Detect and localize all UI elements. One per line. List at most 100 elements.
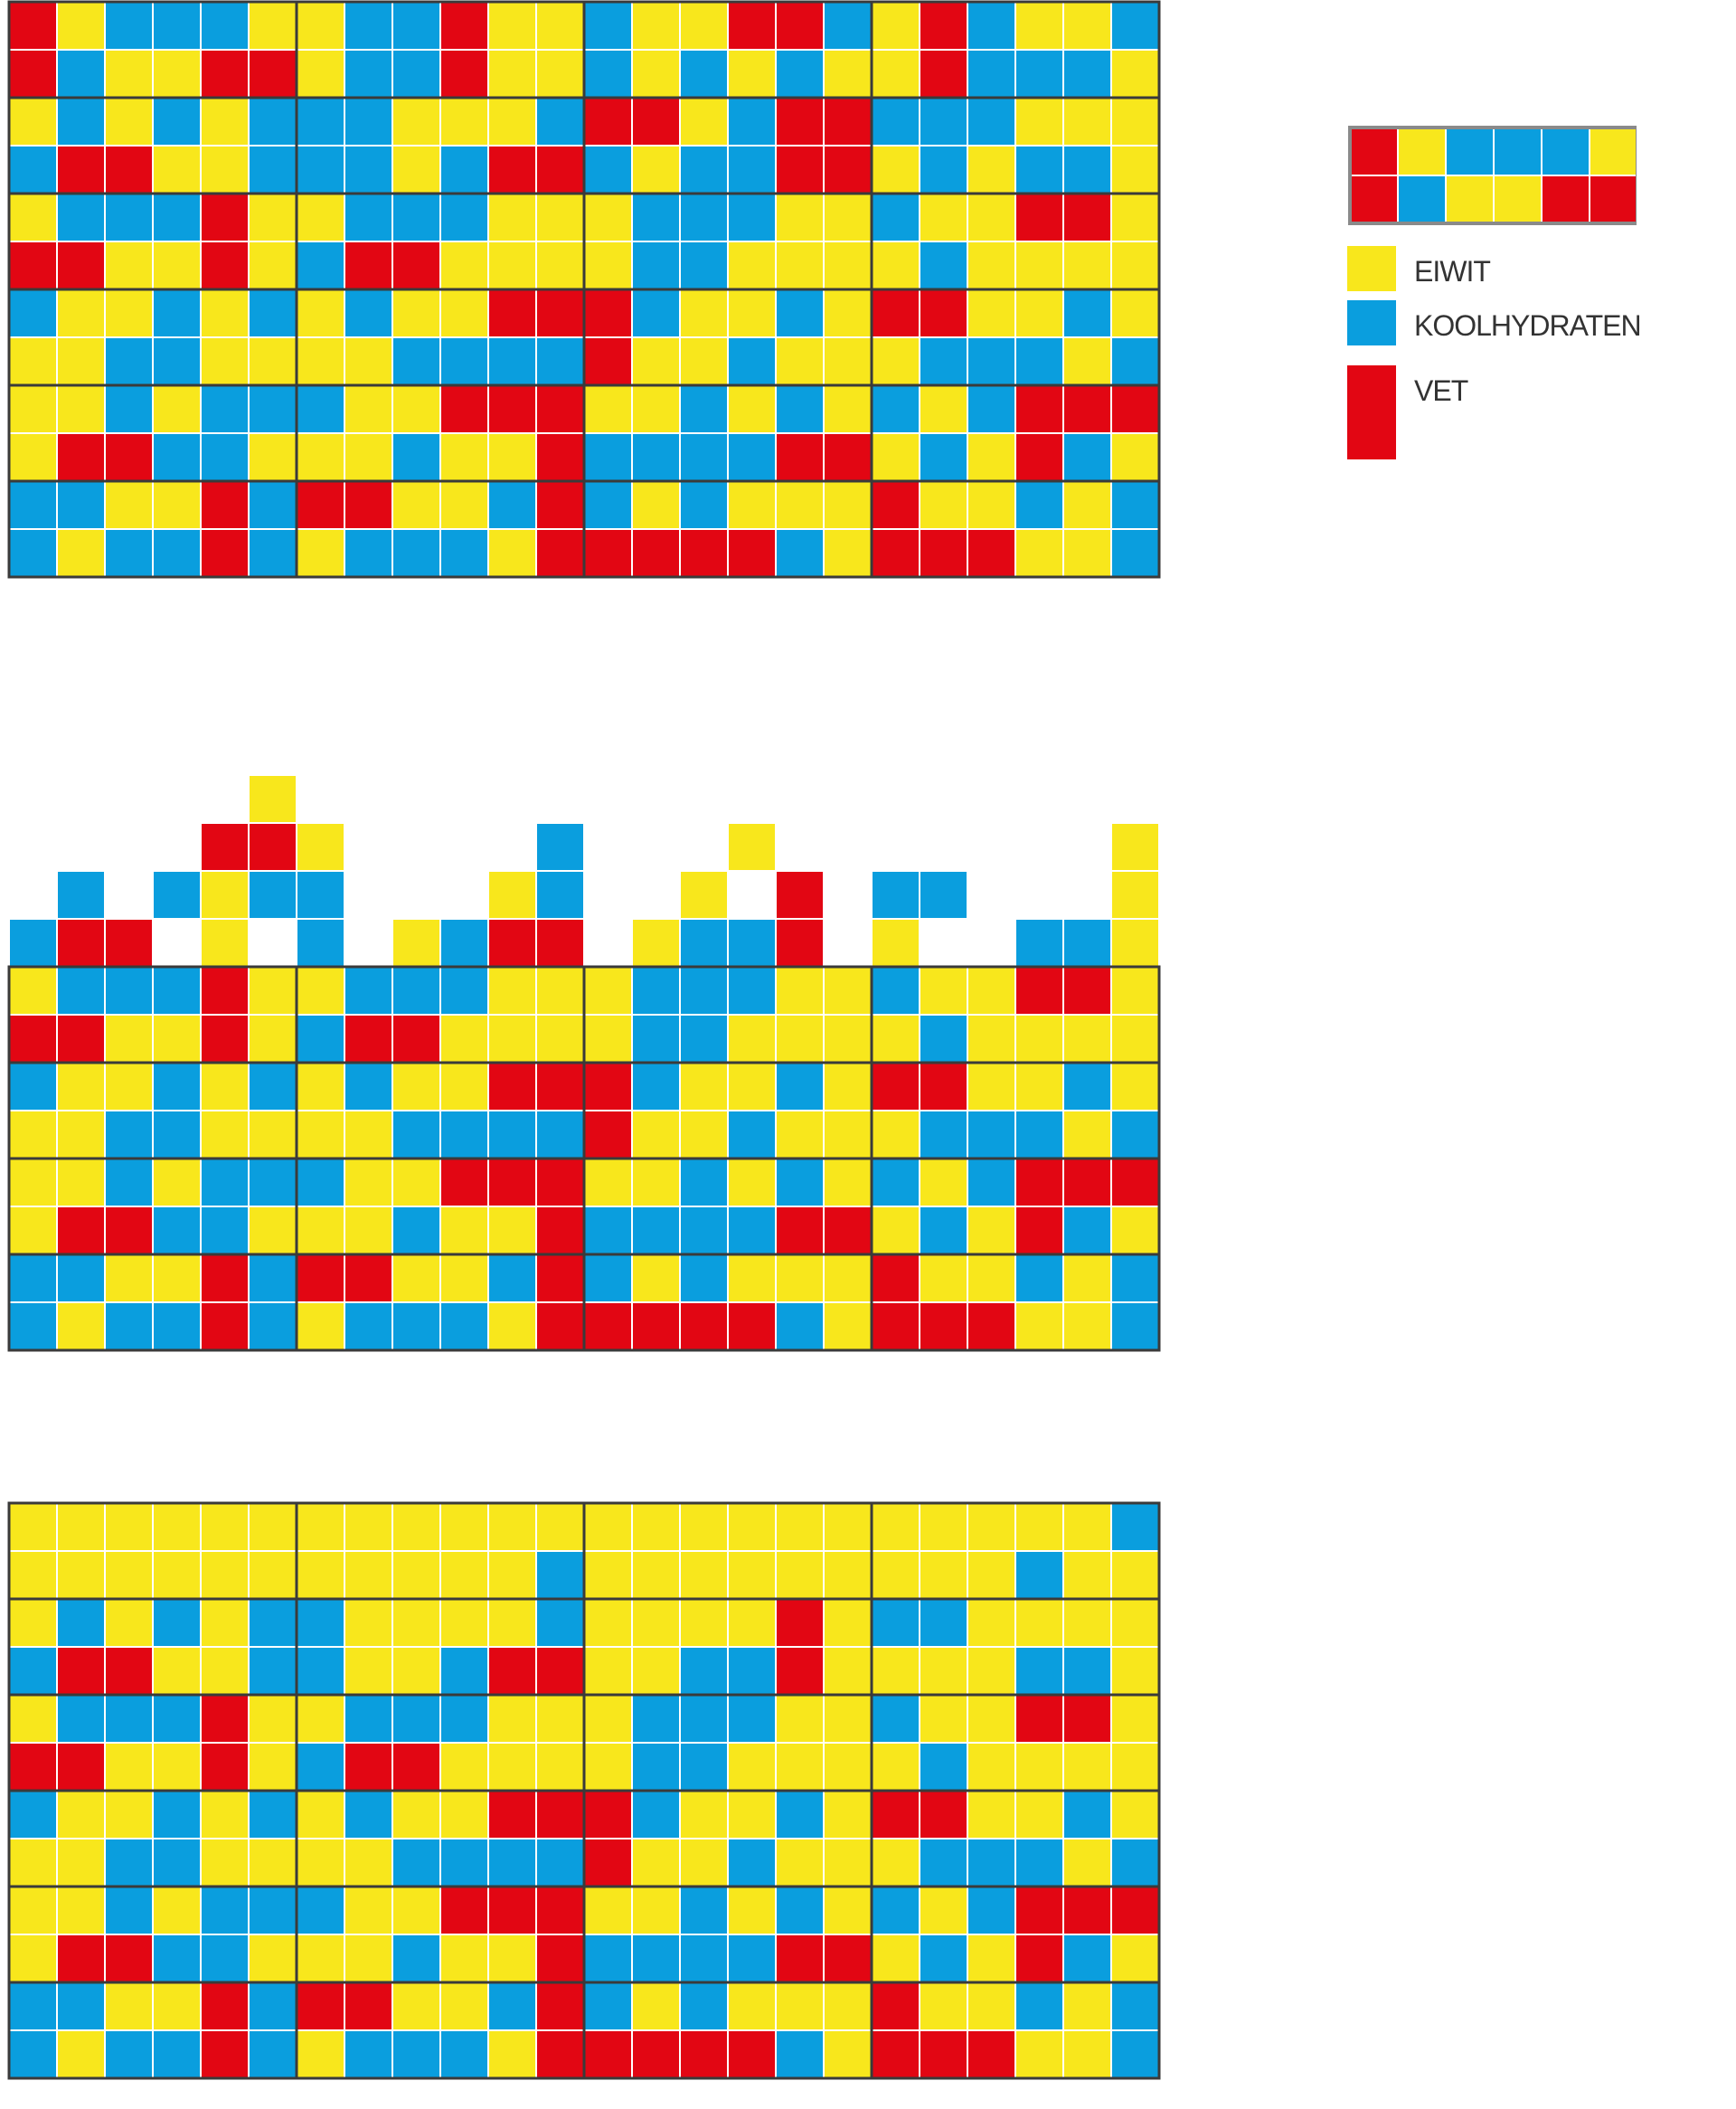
- grid-top-cell: [1062, 97, 1112, 147]
- grid-middle-cell: [583, 1062, 633, 1111]
- grid-bottom-cell: [487, 1838, 537, 1887]
- grid-bottom-cell: [631, 1886, 681, 1935]
- grid-top-cell: [392, 97, 441, 147]
- grid-top-cell: [775, 336, 825, 386]
- grid-bottom-cell: [631, 1694, 681, 1744]
- grid-bottom-cell: [152, 1646, 202, 1696]
- grid-middle-cell: [487, 1301, 537, 1351]
- grid-middle-cell: [439, 1062, 489, 1111]
- grid-bottom-cell: [823, 1886, 873, 1935]
- grid-bottom-cell: [631, 1742, 681, 1792]
- grid-middle-cell: [296, 1158, 345, 1207]
- grid-bottom-cell: [679, 1694, 729, 1744]
- grid-top-cell: [487, 384, 537, 434]
- legend-block-cell: [1349, 127, 1399, 176]
- grid-bottom-cell: [1062, 1502, 1112, 1552]
- grid-top-cell: [8, 145, 58, 194]
- grid-bottom-cell: [1062, 2029, 1112, 2079]
- grid-middle-cell: [823, 1062, 873, 1111]
- grid-middle-cell: [248, 1206, 297, 1255]
- grid-top-cell: [871, 336, 920, 386]
- grid-top-cell: [775, 97, 825, 147]
- grid-bottom-cell: [967, 1598, 1016, 1648]
- grid-bottom-cell: [487, 1598, 537, 1648]
- grid-top-cell: [200, 480, 250, 530]
- grid-middle-cell: [104, 1301, 154, 1351]
- grid-bottom-cell: [200, 1934, 250, 1983]
- grid-top-cell: [344, 1, 393, 51]
- grid-top-cell: [775, 1, 825, 51]
- grid-bottom-cell: [56, 1550, 106, 1600]
- grid-top-cell: [727, 1, 777, 51]
- grid-middle-cell: [152, 1301, 202, 1351]
- grid-middle-cell: [967, 1062, 1016, 1111]
- grid-bottom-cell: [679, 1838, 729, 1887]
- grid-middle-cell: [200, 1110, 250, 1159]
- grid-top-cell: [439, 336, 489, 386]
- grid-top-cell: [439, 1, 489, 51]
- grid-middle-cell: [1062, 1110, 1112, 1159]
- grid-bottom-cell: [823, 1694, 873, 1744]
- grid-bottom-cell: [200, 1886, 250, 1935]
- grid-bottom-cell: [775, 1742, 825, 1792]
- grid-top-cell: [248, 432, 297, 482]
- grid-bottom-cell: [344, 1550, 393, 1600]
- grid-middle-cell: [967, 1014, 1016, 1064]
- grid-bottom-cell: [535, 1981, 585, 2031]
- grid-bottom-cell: [535, 1838, 585, 1887]
- grid-top-cell: [727, 97, 777, 147]
- grid-middle-cell: [487, 1110, 537, 1159]
- grid-middle-cell: [1014, 1062, 1064, 1111]
- grid-top-cell: [727, 336, 777, 386]
- grid-top-cell: [535, 384, 585, 434]
- grid-top-cell: [967, 145, 1016, 194]
- grid-top-cell: [631, 241, 681, 290]
- grid-middle-cell: [823, 1110, 873, 1159]
- grid-top-cell: [871, 288, 920, 338]
- grid-top-cell: [823, 288, 873, 338]
- grid-middle-cell: [487, 966, 537, 1016]
- grid-top-cell: [1062, 49, 1112, 99]
- grid-top-cell: [104, 384, 154, 434]
- grid-middle-cell: [967, 1206, 1016, 1255]
- grid-middle-cell: [200, 1253, 250, 1303]
- grid-bottom-cell: [1014, 1838, 1064, 1887]
- grid-bottom-cell: [631, 1502, 681, 1552]
- grid-top-cell: [1110, 241, 1160, 290]
- grid-bottom-cell: [727, 1981, 777, 2031]
- grid-middle-cell: [1014, 1014, 1064, 1064]
- grid-bottom-cell: [679, 2029, 729, 2079]
- grid-middle-cell: [392, 1062, 441, 1111]
- grid-top-cell: [152, 528, 202, 578]
- grid-bottom-cell: [487, 1790, 537, 1839]
- grid-top-cell: [487, 1, 537, 51]
- grid-middle-cell: [1062, 1301, 1112, 1351]
- grid-bottom-cell: [1062, 1934, 1112, 1983]
- grid-bottom-block: [870, 1981, 1161, 2080]
- grid-top-cell: [1062, 480, 1112, 530]
- grid-top-cell: [967, 336, 1016, 386]
- grid-bottom-cell: [1110, 1742, 1160, 1792]
- grid-middle-overflow-cell: [8, 918, 58, 968]
- grid-bottom-cell: [152, 1934, 202, 1983]
- grid-bottom-cell: [248, 1886, 297, 1935]
- grid-top-cell: [1062, 528, 1112, 578]
- grid-bottom-cell: [344, 1694, 393, 1744]
- grid-top-cell: [919, 193, 968, 242]
- grid-top-cell: [200, 49, 250, 99]
- legend-block-cell: [1493, 127, 1543, 176]
- grid-middle-overflow-cell: [296, 822, 345, 872]
- grid-top-svg: [7, 0, 1161, 579]
- grid-top-cell: [775, 241, 825, 290]
- grid-top-cell: [823, 480, 873, 530]
- grid-top-cell: [631, 145, 681, 194]
- grid-bottom-cell: [296, 1886, 345, 1935]
- grid-bottom-cell: [535, 1550, 585, 1600]
- grid-top-cell: [392, 480, 441, 530]
- grid-middle-cell: [1062, 1014, 1112, 1064]
- grid-bottom-cell: [775, 1981, 825, 2031]
- grid-top-cell: [152, 193, 202, 242]
- grid-bottom-cell: [248, 1502, 297, 1552]
- grid-top-cell: [775, 193, 825, 242]
- grid-bottom: [7, 1501, 1161, 2090]
